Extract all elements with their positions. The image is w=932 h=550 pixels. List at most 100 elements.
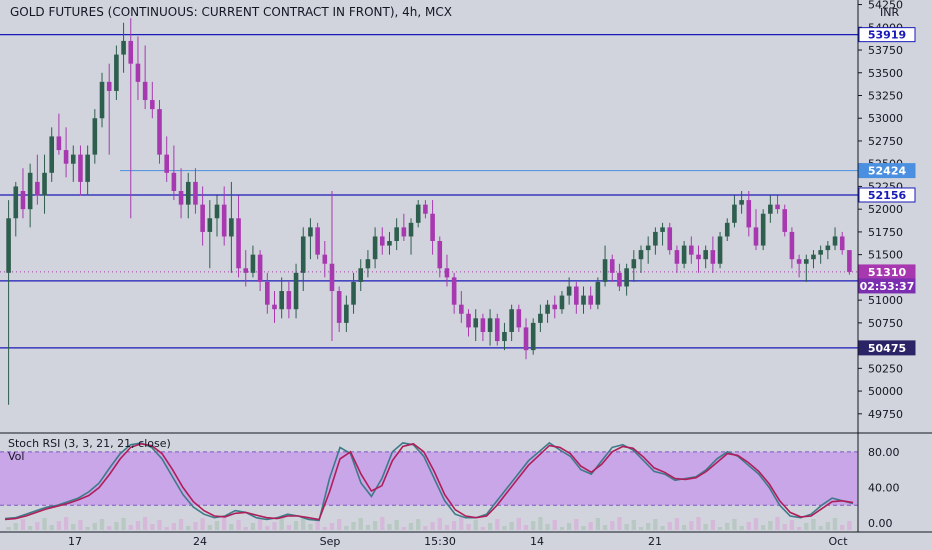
price-tag-label: 02:53:37	[860, 280, 915, 293]
y-tick-label: 52000	[868, 203, 903, 216]
candle-body	[753, 227, 759, 246]
horizontal-levels	[0, 34, 858, 349]
volume-bar	[250, 523, 256, 530]
candle-body	[768, 204, 773, 214]
volume-bar	[193, 522, 198, 530]
y-tick-label: 53000	[868, 112, 903, 125]
candle-body	[279, 291, 284, 310]
candles	[6, 18, 852, 405]
candle-body	[847, 250, 852, 272]
y-tick-label: 51750	[868, 226, 903, 239]
volume-bar	[703, 524, 708, 530]
rsi-tick-label: 0.00	[868, 517, 893, 530]
candle-body	[423, 204, 428, 214]
rsi-tick-label: 40.00	[868, 481, 900, 494]
candle-body	[372, 236, 378, 260]
candle-body	[121, 40, 126, 55]
vol-label: Vol	[8, 450, 24, 463]
volume-bar	[365, 525, 371, 530]
candle-body	[293, 272, 299, 310]
candle-body	[35, 181, 40, 196]
volume-bar	[509, 522, 514, 530]
volume-bar	[646, 523, 651, 530]
volume-bar	[293, 521, 299, 530]
volume-bar	[150, 524, 155, 530]
volume-bar	[78, 520, 83, 530]
volume-bar	[538, 517, 543, 530]
candle-body	[466, 313, 471, 328]
candle-body	[689, 245, 694, 255]
volume-bar	[588, 522, 593, 530]
candle-body	[588, 295, 593, 305]
candle-body	[789, 231, 795, 260]
volume-bar	[804, 523, 809, 530]
volume-bar	[782, 524, 787, 530]
volume-bar	[818, 526, 823, 530]
candle-body	[487, 318, 493, 332]
volume-bar	[71, 524, 76, 530]
candle-body	[559, 295, 565, 310]
candle-body	[6, 218, 11, 273]
volume-bar	[595, 518, 601, 530]
volume-bar	[430, 522, 435, 530]
volume-bar	[746, 522, 751, 530]
y-tick-label: 51000	[868, 294, 903, 307]
volume-bar	[840, 525, 845, 530]
candle-body	[480, 318, 486, 332]
candle-body	[236, 218, 241, 269]
volume-bar	[689, 521, 694, 530]
volume-bar	[387, 524, 392, 530]
candle-body	[185, 181, 191, 205]
volume-bar	[631, 520, 636, 530]
volume-bar	[401, 527, 407, 530]
price-tags: 53919524245215651212504755131002:53:37	[858, 27, 916, 356]
candle-body	[710, 250, 716, 264]
candle-body	[724, 222, 730, 237]
x-tick-label: Oct	[828, 535, 848, 548]
candle-body	[595, 281, 601, 305]
volume-bar	[344, 526, 349, 530]
candle-body	[602, 259, 608, 282]
volume-bar	[753, 518, 759, 530]
candle-body	[818, 250, 823, 255]
volume-bar	[847, 521, 852, 530]
volume-bar	[796, 527, 802, 530]
candle-body	[444, 268, 450, 278]
y-tick-label: 49750	[868, 408, 903, 421]
volume-bar	[531, 521, 536, 530]
volume-bar	[358, 518, 363, 530]
volume-bar	[157, 520, 162, 530]
volume-bar	[49, 525, 54, 530]
candle-body	[430, 213, 435, 242]
candle-body	[70, 154, 76, 164]
volume-bar	[516, 518, 521, 530]
candle-body	[509, 309, 514, 332]
candle-body	[56, 136, 62, 151]
candle-body	[451, 277, 457, 305]
candle-body	[27, 172, 33, 210]
candle-body	[545, 304, 550, 314]
candle-body	[308, 227, 313, 237]
candle-body	[300, 236, 306, 273]
price-tag-label: 53919	[868, 29, 906, 42]
candle-body	[207, 218, 213, 232]
price-tag	[858, 163, 916, 179]
volume-bar	[257, 519, 263, 530]
candle-body	[200, 204, 205, 232]
volume-bar	[329, 523, 335, 530]
candle-body	[803, 259, 809, 264]
candle-body	[157, 109, 162, 155]
candle-body	[832, 236, 838, 246]
candle-body	[99, 81, 105, 119]
volume-bar	[660, 526, 665, 530]
volume-bar	[617, 517, 622, 530]
volume-bar	[85, 527, 90, 530]
volume-bar	[13, 523, 18, 530]
candle-body	[193, 181, 198, 205]
volume-bar	[236, 520, 241, 530]
chart-title: GOLD FUTURES (CONTINUOUS: CURRENT CONTRA…	[10, 5, 452, 19]
candle-body	[358, 268, 364, 282]
volume-bar	[265, 526, 270, 530]
volume-bar	[42, 518, 47, 530]
